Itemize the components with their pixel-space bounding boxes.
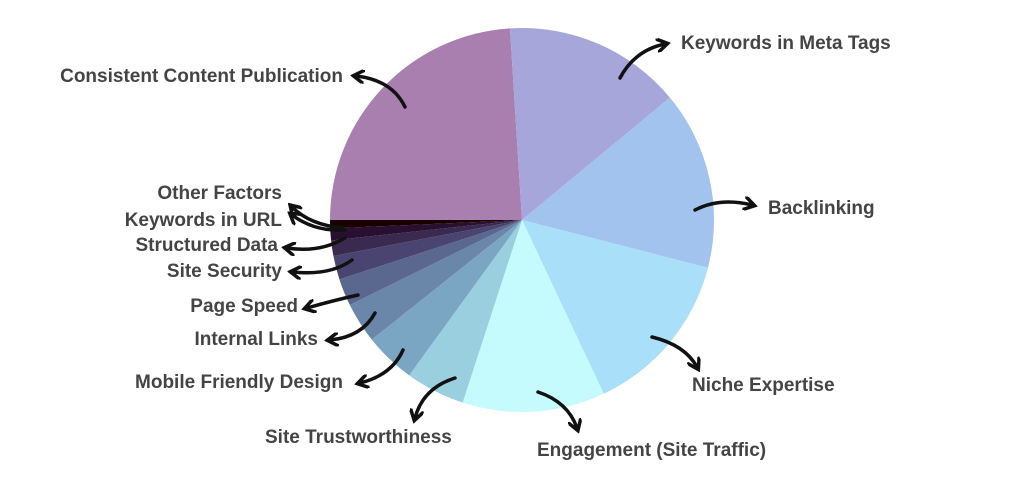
arrow [307,293,360,308]
slice-label: Internal Links [194,329,318,350]
arrow [287,236,347,249]
pie-slice [331,220,522,256]
slice-label: Keywords in Meta Tags [681,33,891,54]
pie-slice [409,220,522,403]
arrow [618,44,665,80]
arrow [415,376,457,418]
arrow [356,76,407,109]
slice-label: Consistent Content Publication [60,66,343,87]
slice-label: Backlinking [768,198,875,219]
slice-label: Other Factors [157,183,282,204]
slice-label: Site Security [167,261,283,282]
pie-slice [349,220,522,340]
pie-slice [330,220,522,241]
slice-label: Mobile Friendly Design [135,372,343,393]
pie-slice [509,28,670,220]
pie-slice [522,220,708,394]
arrow [330,311,377,340]
arrow [292,207,345,230]
pie-slice [330,28,522,220]
pie-slice [522,97,714,268]
pie-slice [333,220,522,280]
arrow [536,390,577,428]
slice-label: Page Speed [190,296,298,317]
slice-label: Engagement (Site Traffic) [537,440,766,461]
pie-slice [462,220,604,412]
arrow [693,202,752,212]
slice-label: Keywords in URL [125,210,283,231]
pie-slice [371,220,522,376]
arrow [650,335,697,367]
slice-label: Structured Data [135,235,278,256]
arrow [293,258,354,273]
slice-label: Niche Expertise [692,375,835,396]
pie-slice [339,220,522,306]
slice-label: Site Trustworthiness [265,427,452,448]
arrow [360,348,405,383]
pie-slice [330,220,522,229]
